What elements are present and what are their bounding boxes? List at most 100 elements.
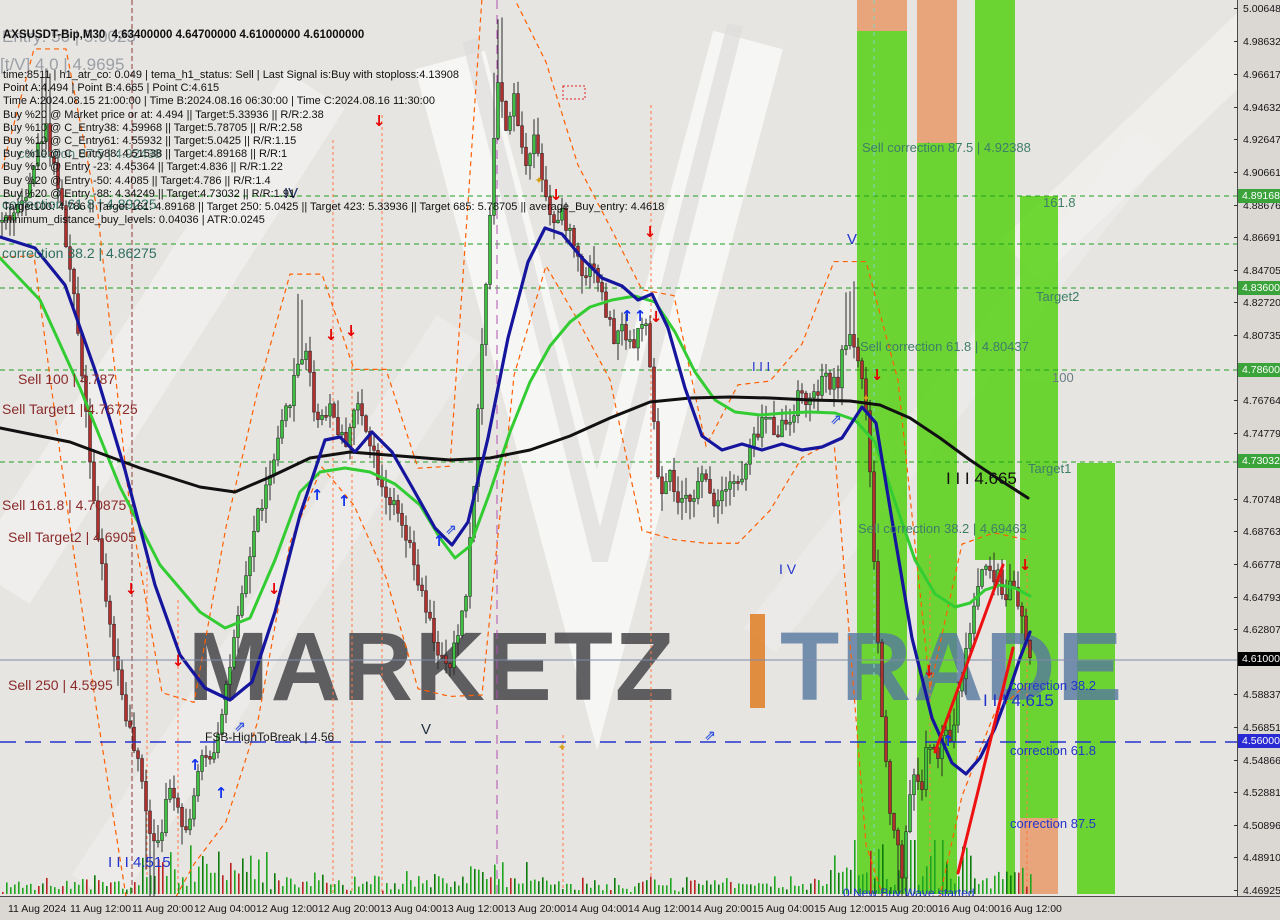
- price-tick: 4.64793: [1243, 591, 1280, 604]
- star-marker-icon: ✦: [534, 174, 543, 187]
- time-label: 16 Aug 04:00: [938, 903, 1000, 915]
- price-tick: 4.66778: [1243, 559, 1280, 572]
- time-label: 14 Aug 20:00: [690, 903, 752, 915]
- price-tick: 4.46925: [1243, 885, 1280, 897]
- time-label: 12 Aug 20:00: [318, 903, 380, 915]
- time-label: 13 Aug 12:00: [442, 903, 504, 915]
- price-tick: 4.82720: [1243, 297, 1280, 310]
- sell-arrow-icon: ↓: [268, 580, 281, 598]
- info-line-4: Buy %20 @ Market price or at: 4.494 || T…: [3, 108, 324, 121]
- symbol-ohlc-line: AXSUSDT-Bip,M30 4.63400000 4.64700000 4.…: [3, 29, 365, 42]
- star-marker-icon: ✦: [861, 392, 870, 405]
- price-tick: 4.48910: [1243, 852, 1280, 865]
- buy-arrow-icon: ↑: [621, 307, 634, 325]
- ma-black: [0, 395, 1030, 500]
- price-tick: 5.00648: [1243, 3, 1280, 15]
- buy-arrow-icon: ↑: [311, 486, 324, 504]
- price-tick: 4.76764: [1243, 395, 1280, 408]
- price-tick: 4.96617: [1243, 69, 1280, 82]
- buy-arrow-icon: ↑: [942, 732, 955, 750]
- price-tick: 4.98632: [1243, 36, 1280, 49]
- buy-arrow-icon: ↑: [189, 756, 202, 774]
- sell-arrow-icon: ↓: [650, 308, 663, 326]
- ma-green: [0, 256, 1032, 630]
- time-label: 15 Aug 12:00: [814, 903, 876, 915]
- time-label: 11 Aug 12:00: [70, 903, 132, 915]
- time-label: 14 Aug 04:00: [566, 903, 628, 915]
- watermark-marketz: MARKETZ: [188, 612, 676, 721]
- price-badge-4.56000: 4.56000: [1238, 734, 1280, 748]
- sell-arrow-icon: ↓: [125, 580, 138, 598]
- price-tick: 4.58837: [1243, 689, 1280, 702]
- buy-arrow-icon: ↑: [634, 307, 647, 325]
- time-label: 16 Aug 12:00: [1000, 903, 1062, 915]
- sell-arrow-icon: ↓: [644, 223, 657, 241]
- price-tick: 4.50896: [1243, 819, 1280, 832]
- info-line-10: Buy %20 @ Entry -88: 4.34249 || Target:4…: [3, 187, 296, 200]
- continuation-arrow-icon: ⇗: [445, 522, 457, 538]
- time-label: 15 Aug 20:00: [876, 903, 938, 915]
- time-label: 14 Aug 12:00: [628, 903, 690, 915]
- sell-arrow-icon: ↓: [923, 662, 936, 680]
- info-line-6: Buy %10 @ C_Entry61: 4.55932 || Target:5…: [3, 135, 297, 148]
- info-line-9: Buy %20 @ Entry -50: 4.4085 || Target:4.…: [3, 174, 271, 187]
- price-tick: 4.54866: [1243, 754, 1280, 767]
- price-tick: 4.68763: [1243, 526, 1280, 539]
- watermark-trade: TRADE: [780, 612, 1124, 721]
- info-line-1: time:8511 | h1_atr_co: 0.049 | tema_h1_s…: [3, 69, 459, 82]
- trend-line: [933, 563, 1005, 754]
- info-line-7: Buy %10 @ C_Entry88: 4.51538 || Target:4…: [3, 148, 288, 161]
- price-tick: 4.92647: [1243, 134, 1280, 147]
- info-line-11: Target100: 4.786 || Target 161: 4.89168 …: [3, 201, 665, 214]
- price-tick: 4.52881: [1243, 787, 1280, 800]
- sell-arrow-icon: ↓: [550, 186, 563, 204]
- continuation-arrow-icon: ⇗: [830, 412, 842, 428]
- time-label: 11 Aug 20:00: [132, 903, 194, 915]
- info-line-5: Buy %10 @ C_Entry38: 4.59968 || Target:5…: [3, 121, 303, 134]
- trend-line: [956, 646, 1015, 875]
- price-tick: 4.70748: [1243, 493, 1280, 506]
- info-line-2: Point A:4.494 | Point B:4.665 | Point C:…: [3, 82, 220, 95]
- info-line-3: Time A:2024.08.15 21:00:00 | Time B:2024…: [3, 95, 435, 108]
- price-badge-4.89168: 4.89168: [1238, 189, 1280, 204]
- price-tick: 4.62807: [1243, 624, 1280, 637]
- continuation-arrow-icon: ⇗: [234, 719, 246, 735]
- watermark-divider: [750, 614, 765, 708]
- price-tick: 4.90661: [1243, 166, 1280, 179]
- sell-arrow-icon: ↓: [345, 322, 358, 340]
- price-tick: 4.56851: [1243, 722, 1280, 735]
- sell-arrow-icon: ↓: [373, 112, 386, 130]
- price-tick: 4.86691: [1243, 232, 1280, 245]
- sell-arrow-icon: ↓: [325, 326, 338, 344]
- ma-blue: [0, 226, 1032, 776]
- info-line-8: Buy %10 @ Entry -23: 4.45364 || Target:4…: [3, 161, 283, 174]
- continuation-arrow-icon: ⇗: [704, 728, 716, 744]
- time-label: 13 Aug 04:00: [380, 903, 442, 915]
- time-label: 13 Aug 20:00: [504, 903, 566, 915]
- price-badge-4.61000: 4.61000: [1238, 651, 1280, 666]
- time-label: 12 Aug 04:00: [194, 903, 256, 915]
- price-tick: 4.80735: [1243, 329, 1280, 342]
- time-label: 15 Aug 04:00: [752, 903, 814, 915]
- buy-arrow-icon: ↑: [215, 784, 228, 802]
- info-line-12: minimum_distance_buy_levels: 0.04036 | A…: [3, 214, 265, 227]
- price-badge-4.73032: 4.73032: [1238, 454, 1280, 469]
- sell-arrow-icon: ↓: [871, 366, 884, 384]
- info-block: AXSUSDT-Bip,M30 4.63400000 4.64700000 4.…: [3, 3, 664, 227]
- price-badge-4.83600: 4.83600: [1238, 280, 1280, 295]
- time-axis[interactable]: 11 Aug 2024 11 Aug 12:00 11 Aug 20:00 12 Au…: [0, 896, 1280, 920]
- price-tick: 4.94632: [1243, 101, 1280, 114]
- sell-arrow-icon: ↓: [1019, 556, 1032, 574]
- buy-arrow-icon: ↑: [433, 532, 446, 550]
- time-label: 12 Aug 12:00: [256, 903, 318, 915]
- signal-box: [562, 85, 586, 100]
- price-axis[interactable]: 5.00648 4.98632 4.96617 4.94632 4.92647 4.906…: [1234, 0, 1280, 897]
- star-marker-icon: ✦: [557, 741, 566, 754]
- price-tick: 4.74779: [1243, 427, 1280, 440]
- sell-arrow-icon: ↓: [172, 652, 185, 670]
- time-label: 11 Aug 2024: [8, 903, 67, 915]
- buy-arrow-icon: ↑: [338, 492, 351, 510]
- price-badge-4.78600: 4.78600: [1238, 362, 1280, 377]
